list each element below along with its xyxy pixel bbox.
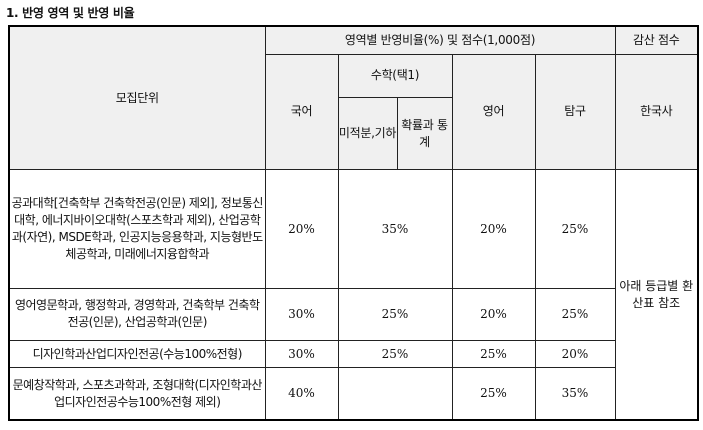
section-title: 1. 반영 영역 및 반영 비율 [6, 6, 135, 20]
math-cell: 25% [337, 340, 453, 369]
header-math-group: 수학(택1) [337, 53, 453, 98]
unit-cell: 디자인학과산업디자인전공(수능100%전형) [8, 340, 266, 369]
english-cell: 25% [451, 367, 536, 421]
history-note-cell: 아래 등급별 환산표 참조 [614, 169, 699, 421]
header-deduct-group: 감산 점수 [614, 25, 699, 55]
header-inquiry: 탐구 [534, 53, 616, 171]
header-korean: 국어 [264, 53, 339, 171]
korean-cell: 20% [264, 169, 339, 289]
english-cell: 20% [451, 287, 536, 342]
math-cell [337, 367, 453, 421]
inquiry-cell: 35% [534, 367, 616, 421]
header-math-prob: 확률과 통계 [396, 96, 453, 171]
reflection-ratio-table: 모집단위 영역별 반영비율(%) 및 점수(1,000점) 감산 점수 국어 수… [8, 25, 699, 421]
header-math-calc: 미적분,기하 [337, 96, 398, 171]
inquiry-cell: 25% [534, 287, 616, 342]
korean-cell: 30% [264, 287, 339, 342]
unit-cell: 문예창작학과, 스포츠과학과, 조형대학(디자인학과산업디자인전공수능100%전… [8, 367, 266, 421]
header-row-1: 모집단위 영역별 반영비율(%) 및 점수(1,000점) 감산 점수 [8, 25, 699, 171]
english-cell: 20% [451, 169, 536, 289]
table-row: 디자인학과산업디자인전공(수능100%전형) 30% 25% 25% 20% [8, 340, 698, 369]
korean-cell: 40% [264, 367, 339, 421]
inquiry-cell: 20% [534, 340, 616, 369]
math-cell: 35% [337, 169, 453, 289]
header-row-3: 미적분,기하 확률과 통계 [9, 96, 698, 171]
header-reflect-group: 영역별 반영비율(%) 및 점수(1,000점) [264, 25, 616, 55]
table-row: 공과대학[건축학부 건축학전공(인문) 제외], 정보통신대학, 에너지바이오대… [8, 169, 699, 421]
table-row: 문예창작학과, 스포츠과학과, 조형대학(디자인학과산업디자인전공수능100%전… [8, 367, 698, 421]
unit-cell: 영어영문학과, 행정학과, 경영학과, 건축학부 건축학전공(인문), 산업공학… [8, 287, 266, 342]
table-row: 영어영문학과, 행정학과, 경영학과, 건축학부 건축학전공(인문), 산업공학… [8, 287, 698, 342]
header-english: 영어 [451, 53, 536, 171]
inquiry-cell: 25% [534, 169, 616, 289]
header-unit: 모집단위 [8, 25, 266, 171]
header-row-2: 국어 수학(택1) 영어 탐구 한국사 [9, 53, 699, 171]
unit-cell: 공과대학[건축학부 건축학전공(인문) 제외], 정보통신대학, 에너지바이오대… [8, 169, 266, 289]
math-cell: 25% [337, 287, 453, 342]
header-history: 한국사 [614, 53, 699, 171]
korean-cell: 30% [264, 340, 339, 369]
english-cell: 25% [451, 340, 536, 369]
